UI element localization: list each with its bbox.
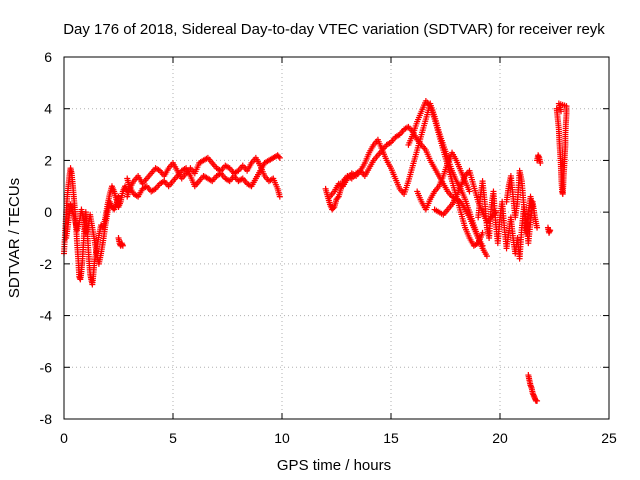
data-point [534, 397, 541, 404]
data-point [483, 253, 490, 260]
data-point [529, 203, 536, 210]
y-tick-label: 4 [44, 101, 52, 117]
data-point [479, 242, 486, 249]
data-point [334, 194, 341, 201]
x-tick-label: 25 [601, 430, 617, 446]
x-tick-label: 10 [274, 430, 290, 446]
axis-ticks: 0 5 10 15 20 25 -8 -6 -4 -2 0 2 4 6 [40, 49, 617, 446]
y-tick-label: 2 [44, 152, 52, 168]
y-tick-label: -6 [40, 359, 53, 375]
data-point [479, 229, 486, 236]
data-point [275, 153, 282, 160]
data-point [547, 227, 554, 234]
data-point [119, 242, 126, 249]
x-tick-label: 20 [492, 430, 508, 446]
x-tick-label: 15 [383, 430, 399, 446]
x-axis-label: GPS time / hours [277, 457, 391, 474]
y-tick-label: 6 [44, 49, 52, 65]
y-tick-label: -8 [40, 411, 53, 427]
data-point [276, 193, 283, 200]
data-point [558, 108, 565, 115]
data-point [537, 160, 544, 167]
plot-border [63, 56, 610, 420]
y-tick-label: -4 [40, 308, 53, 324]
data-point [534, 224, 541, 231]
data-points [61, 97, 570, 404]
x-tick-label: 0 [60, 430, 68, 446]
y-axis-label: SDTVAR / TECUs [6, 178, 23, 298]
data-point [115, 193, 122, 200]
y-tick-label: -2 [40, 256, 53, 272]
data-point [276, 154, 283, 161]
data-point [466, 188, 473, 195]
x-tick-label: 5 [169, 430, 177, 446]
y-tick-label: 0 [44, 204, 52, 220]
data-point [330, 205, 337, 212]
chart-title: Day 176 of 2018, Sidereal Day-to-day VTE… [63, 21, 605, 38]
